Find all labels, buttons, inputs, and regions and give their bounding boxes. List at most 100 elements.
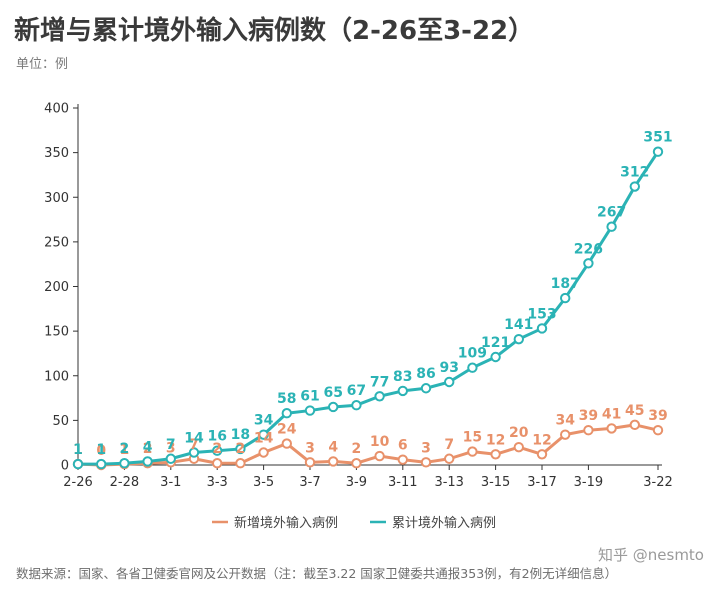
data-point-1 xyxy=(490,449,501,460)
data-label-1: 0 xyxy=(96,443,106,459)
data-label-1: 45 xyxy=(625,403,644,419)
data-label-2: 141 xyxy=(504,317,533,333)
x-tick-label: 3-7 xyxy=(299,475,320,490)
x-tick-label: 3-15 xyxy=(481,475,511,490)
data-point-2 xyxy=(513,333,524,345)
data-point-2 xyxy=(444,376,455,388)
data-label-2: 61 xyxy=(300,389,319,405)
data-point-2 xyxy=(119,458,130,469)
data-label-1: 1 xyxy=(120,442,130,458)
data-point-1 xyxy=(536,449,548,460)
data-point-2 xyxy=(281,408,292,419)
data-label-1: 3 xyxy=(166,440,176,456)
data-point-1 xyxy=(328,456,339,467)
y-tick-label: 200 xyxy=(44,280,69,295)
unit-label: 单位：例 xyxy=(16,57,69,72)
data-label-2: 312 xyxy=(620,165,649,181)
data-label-1: 41 xyxy=(602,406,621,422)
data-point-1 xyxy=(652,424,664,436)
data-point-1 xyxy=(444,453,455,464)
data-label-2: 34 xyxy=(254,413,274,429)
y-tick-label: 0 xyxy=(61,459,69,474)
data-label-1: 20 xyxy=(509,425,529,441)
data-point-1 xyxy=(304,457,316,468)
data-label-1: 4 xyxy=(328,439,338,455)
data-label-2: 86 xyxy=(416,366,435,382)
data-point-2 xyxy=(72,458,84,470)
y-tick-label: 300 xyxy=(44,191,69,206)
data-point-1 xyxy=(606,423,617,434)
data-label-2: 93 xyxy=(439,360,458,376)
x-tick-label: 3-11 xyxy=(388,475,418,490)
data-point-2 xyxy=(536,323,548,334)
data-label-2: 65 xyxy=(323,385,342,401)
x-tick-label: 2-28 xyxy=(110,475,140,490)
data-point-1 xyxy=(351,458,362,469)
data-point-2 xyxy=(583,258,594,269)
y-tick-label: 100 xyxy=(44,369,69,384)
data-label-2: 83 xyxy=(393,369,412,385)
data-label-1: 24 xyxy=(277,422,297,438)
data-label-1: 39 xyxy=(648,408,667,424)
data-point-1 xyxy=(258,447,269,458)
data-point-1 xyxy=(397,454,408,465)
data-point-2 xyxy=(560,292,571,304)
x-tick-label: 3-9 xyxy=(346,475,367,490)
data-point-2 xyxy=(188,447,200,458)
x-tick-label: 3-13 xyxy=(434,475,464,490)
data-label-1: 34 xyxy=(555,413,575,429)
data-point-1 xyxy=(513,441,524,453)
data-point-2 xyxy=(96,458,107,470)
x-tick-label: 3-5 xyxy=(253,475,274,490)
data-label-1: 2 xyxy=(212,441,222,457)
data-label-2: 109 xyxy=(458,346,487,362)
data-label-2: 1 xyxy=(73,442,83,458)
data-point-1 xyxy=(235,458,246,469)
data-label-2: 351 xyxy=(643,130,672,146)
data-point-1 xyxy=(467,446,478,457)
data-label-1: 3 xyxy=(421,440,431,456)
x-tick-label: 3-3 xyxy=(207,475,228,490)
data-label-2: 4 xyxy=(143,439,153,455)
legend-label-2: 累计境外输入病例 xyxy=(392,515,496,531)
data-label-1: 39 xyxy=(579,408,598,424)
data-point-2 xyxy=(629,181,640,192)
data-label-1: 10 xyxy=(370,434,390,450)
data-label-1: 14 xyxy=(254,431,274,447)
data-point-2 xyxy=(420,383,432,394)
data-point-1 xyxy=(374,450,385,462)
data-label-2: 7 xyxy=(166,437,176,453)
data-point-1 xyxy=(420,457,432,468)
data-point-2 xyxy=(328,401,339,413)
x-tick-label: 2-26 xyxy=(63,475,93,490)
data-point-2 xyxy=(235,443,246,455)
data-point-2 xyxy=(467,362,478,373)
data-label-1: 2 xyxy=(352,441,362,457)
data-label-2: 58 xyxy=(277,391,296,407)
data-point-2 xyxy=(397,385,408,397)
y-tick-label: 250 xyxy=(44,235,69,250)
data-label-1: 1 xyxy=(73,442,83,458)
chart-title: 新增与累计境外输入病例数（2-26至3-22） xyxy=(14,16,535,46)
y-tick-label: 350 xyxy=(44,146,69,161)
y-tick-label: 150 xyxy=(44,325,69,340)
x-tick-label: 3-22 xyxy=(643,475,673,490)
data-point-1 xyxy=(212,458,223,469)
data-point-2 xyxy=(304,405,316,416)
data-point-1 xyxy=(281,438,292,449)
data-label-2: 1 xyxy=(96,442,106,458)
data-point-2 xyxy=(212,445,223,456)
data-point-1 xyxy=(629,419,640,431)
data-label-2: 16 xyxy=(207,429,226,445)
data-label-2: 121 xyxy=(481,335,510,351)
x-tick-label: 3-17 xyxy=(527,475,557,490)
data-source-note: 数据来源：国家、各省卫健委官网及公开数据（注：截至3.22 国家卫健委共通报35… xyxy=(16,566,618,581)
data-label-1: 2 xyxy=(236,441,246,457)
data-label-1: 15 xyxy=(463,430,482,446)
data-label-2: 14 xyxy=(184,431,204,447)
data-label-2: 153 xyxy=(527,306,556,322)
data-point-2 xyxy=(165,453,177,464)
data-label-2: 18 xyxy=(231,427,250,443)
data-point-2 xyxy=(652,146,664,157)
